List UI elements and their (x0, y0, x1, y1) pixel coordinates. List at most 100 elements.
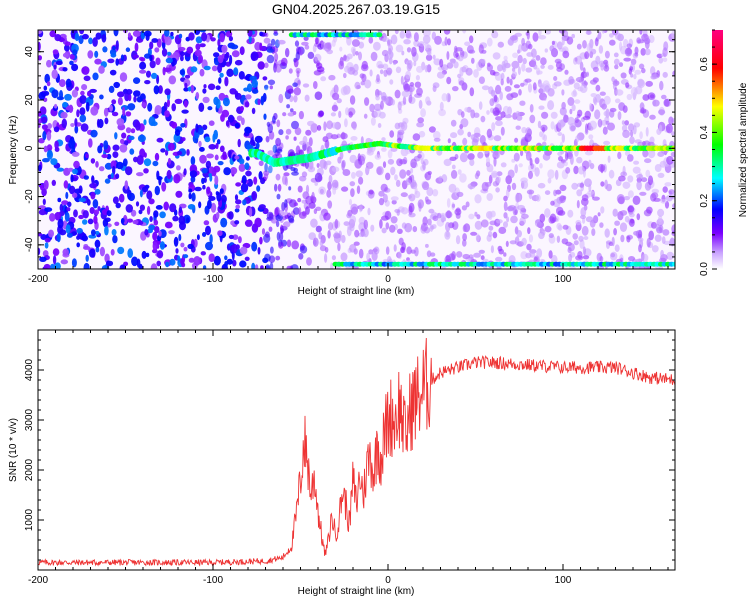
heatmap-cell (602, 126, 608, 135)
heatmap-cell (306, 146, 313, 156)
heatmap-cell (469, 87, 475, 97)
heatmap-cell (202, 88, 207, 94)
heatmap-cell (662, 229, 670, 236)
heatmap-cell (79, 95, 87, 104)
heatmap-cell (526, 155, 530, 161)
heatmap-cell (536, 248, 543, 258)
heatmap-cell (618, 62, 624, 67)
heatmap-cell (529, 114, 536, 124)
heatmap-cell (186, 46, 194, 54)
heatmap-cell (449, 156, 457, 161)
heatmap-cell (156, 250, 164, 259)
heatmap-cell (99, 94, 104, 100)
colorbar-tick-label: 0.6 (699, 57, 710, 71)
heatmap-cell (276, 119, 281, 128)
heatmap-cell (269, 85, 273, 90)
heatmap-cell (316, 163, 320, 168)
heatmap-cell (477, 151, 484, 159)
heatmap-cell (278, 209, 285, 217)
heatmap-cell (559, 107, 567, 116)
heatmap-cell (68, 139, 76, 149)
heatmap-cell (139, 69, 147, 74)
heatmap-cell (54, 34, 62, 42)
heatmap-cell (397, 228, 403, 234)
heatmap-cell (44, 237, 51, 243)
y-tick-label: 1000 (24, 508, 35, 531)
heatmap-cell (59, 203, 64, 212)
heatmap-cell (54, 103, 58, 109)
heatmap-cell (576, 189, 583, 197)
heatmap-cell (436, 71, 445, 79)
heatmap-cell (542, 152, 551, 161)
heatmap-cell (425, 96, 431, 105)
heatmap-cell (562, 224, 569, 230)
heatmap-cell (465, 201, 470, 208)
heatmap-cell (594, 109, 601, 120)
heatmap-cell (349, 95, 356, 105)
heatmap-cell (614, 244, 620, 252)
heatmap-cell (361, 60, 368, 70)
heatmap-cell (89, 248, 96, 258)
heatmap-cell (85, 254, 89, 262)
heatmap-cell (214, 175, 219, 186)
heatmap-cell (657, 208, 665, 217)
heatmap-cell (541, 111, 549, 119)
heatmap-cell (106, 210, 112, 217)
heatmap-cell (160, 148, 166, 153)
heatmap-cell (94, 188, 101, 195)
heatmap-cell (527, 227, 531, 235)
heatmap-cell (495, 187, 500, 193)
heatmap-cell (279, 231, 284, 242)
heatmap-cell (505, 240, 509, 247)
heatmap-cell (215, 211, 220, 219)
heatmap-cell (595, 55, 601, 65)
heatmap-cell (198, 140, 202, 148)
heatmap-cell (183, 87, 189, 92)
heatmap-cell (235, 182, 242, 187)
heatmap-cell (168, 230, 175, 235)
heatmap-cell (109, 69, 117, 76)
heatmap-cell (584, 51, 590, 60)
heatmap-cell (64, 93, 72, 101)
heatmap-cell (113, 81, 120, 89)
heatmap-cell (226, 68, 234, 78)
heatmap-cell (70, 123, 75, 127)
heatmap-cell (170, 31, 174, 37)
heatmap-cell (328, 174, 333, 184)
heatmap-cell (437, 212, 442, 219)
heatmap-cell (662, 139, 667, 148)
heatmap-cell (213, 255, 221, 266)
heatmap-cell (506, 93, 514, 101)
heatmap-cell (208, 144, 217, 150)
heatmap-cell (557, 119, 565, 129)
heatmap-cell (274, 183, 278, 192)
heatmap-cell (188, 188, 193, 193)
heatmap-cell (605, 120, 610, 125)
heatmap-cell (199, 68, 205, 77)
heatmap-cell (576, 156, 583, 164)
heatmap-cell (599, 255, 604, 262)
heatmap-cell (97, 118, 104, 129)
heatmap-cell (115, 40, 119, 51)
heatmap-cell (264, 253, 271, 262)
heatmap-cell (231, 243, 238, 254)
heatmap-cell (668, 189, 675, 195)
heatmap-cell (320, 76, 327, 82)
heatmap-cell (663, 240, 671, 246)
heatmap-cell (481, 58, 486, 65)
heatmap-cell (620, 234, 625, 243)
heatmap-cell (495, 219, 503, 224)
heatmap-cell (331, 255, 336, 261)
x-tick-label: 100 (555, 274, 572, 285)
heatmap-cell (662, 47, 668, 58)
heatmap-cell (375, 95, 380, 101)
heatmap-cell (257, 61, 265, 70)
heatmap-cell (71, 151, 80, 157)
heatmap-cell (622, 181, 631, 189)
heatmap-cell (202, 232, 207, 237)
heatmap-cell (532, 82, 537, 91)
heatmap-cell (462, 137, 468, 146)
heatmap-cell (506, 216, 510, 223)
